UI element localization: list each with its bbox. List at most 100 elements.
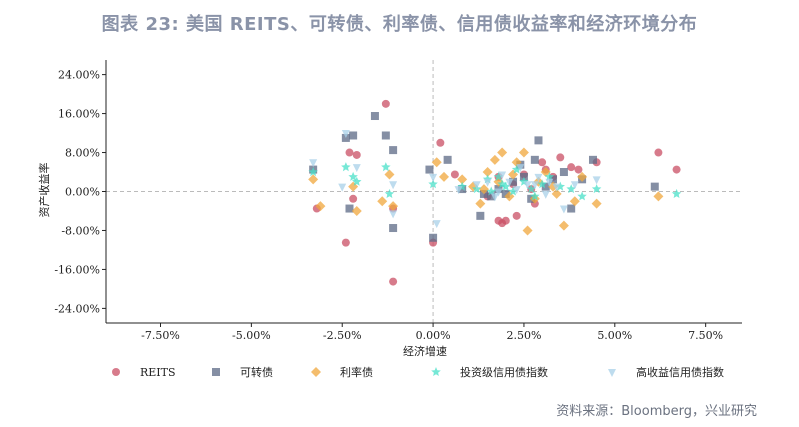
legend-label: 利率债 (340, 365, 373, 379)
data-point (308, 167, 318, 177)
data-point (541, 182, 550, 191)
x-axis-ticks: -7.50% -5.00% -2.50% 0.00% 2.50% 5.00% 7.50% (141, 323, 723, 342)
data-point (559, 205, 568, 214)
data-point (389, 224, 398, 233)
data-point (577, 171, 588, 182)
data-point (438, 171, 449, 182)
data-point (381, 131, 390, 140)
data-point (541, 190, 550, 199)
data-point (493, 171, 504, 181)
chart-title: 图表 23: 美国 REITS、可转债、利率债、信用债收益率和经济环境分布 (101, 14, 698, 35)
x-tick-label: 0.00% (416, 329, 451, 342)
data-point (559, 168, 568, 177)
data-point (454, 186, 463, 195)
y-tick-label: -24.00% (54, 302, 100, 315)
data-point (483, 178, 492, 187)
data-point (352, 150, 361, 159)
legend-label: REITS (140, 366, 176, 379)
y-axis-ticks: -24.00% -16.00% -8.00% 0.00% 8.00% 16.00% 24.0… (54, 69, 106, 315)
data-point (341, 162, 351, 172)
data-point (432, 220, 441, 229)
legend-marker (608, 369, 616, 377)
x-tick-label: -2.50% (323, 329, 362, 342)
legend-item: REITS (112, 366, 176, 379)
data-point (545, 178, 554, 187)
data-point (501, 189, 510, 198)
data-point (671, 188, 682, 198)
data-point (352, 164, 361, 173)
data-point (425, 165, 434, 174)
y-tick-label: -16.00% (54, 263, 100, 276)
data-point (534, 173, 543, 182)
data-point (497, 179, 507, 189)
data-point (523, 181, 532, 190)
x-tick-label: 5.00% (597, 329, 632, 342)
legend-marker (212, 368, 220, 376)
data-point (591, 198, 602, 209)
data-point (544, 171, 555, 181)
data-point (501, 181, 511, 191)
data-point (588, 155, 597, 164)
y-tick-label: 16.00% (58, 108, 100, 121)
data-point (457, 174, 468, 185)
data-point (518, 147, 529, 158)
data-point (498, 171, 507, 180)
legend-item: 可转债 (212, 365, 273, 379)
data-point (490, 193, 499, 202)
data-point (511, 164, 522, 174)
y-tick-label: 0.00% (65, 186, 100, 199)
data-point (389, 146, 398, 155)
data-point (338, 183, 347, 192)
data-point (591, 184, 602, 194)
legend-item: 利率债 (311, 365, 373, 379)
data-point (388, 201, 399, 212)
source-note: 资料来源：Bloomberg，兴业研究 (556, 404, 757, 419)
series-4 (309, 130, 601, 229)
series-1 (309, 112, 659, 242)
data-point (389, 181, 398, 190)
x-tick-label: -7.50% (141, 329, 180, 342)
data-point (537, 179, 547, 189)
data-point (508, 186, 518, 196)
data-point (341, 238, 350, 247)
data-point (389, 210, 398, 219)
data-point (556, 153, 565, 162)
data-point (505, 178, 514, 187)
x-tick-label: 2.50% (506, 329, 541, 342)
data-point (672, 165, 681, 174)
data-point (540, 167, 551, 178)
data-point (552, 183, 561, 192)
data-point (526, 184, 536, 194)
data-point (534, 136, 543, 145)
x-tick-label: 7.50% (688, 329, 723, 342)
data-point (509, 177, 518, 186)
data-point (429, 233, 438, 242)
data-point (654, 148, 663, 157)
data-point (472, 181, 481, 190)
data-point (431, 157, 442, 168)
legend-marker (112, 368, 120, 376)
data-point (436, 138, 445, 147)
data-point (384, 188, 395, 198)
data-point (538, 158, 547, 167)
data-point (345, 204, 354, 213)
data-point (486, 186, 496, 196)
data-point (443, 155, 452, 164)
data-point (458, 185, 467, 194)
data-point (428, 179, 438, 189)
data-point (475, 198, 486, 209)
data-point (519, 172, 528, 181)
data-point (570, 181, 579, 190)
legend-label: 可转债 (240, 365, 273, 379)
data-point (566, 184, 576, 194)
data-point (516, 164, 525, 173)
data-point (352, 176, 362, 186)
reference-lines (106, 60, 742, 323)
data-point (309, 159, 318, 168)
data-point (489, 154, 500, 165)
data-point (341, 130, 350, 139)
data-point (476, 211, 485, 220)
legend-marker (311, 367, 321, 377)
data-point (494, 188, 503, 197)
data-point (592, 176, 601, 185)
